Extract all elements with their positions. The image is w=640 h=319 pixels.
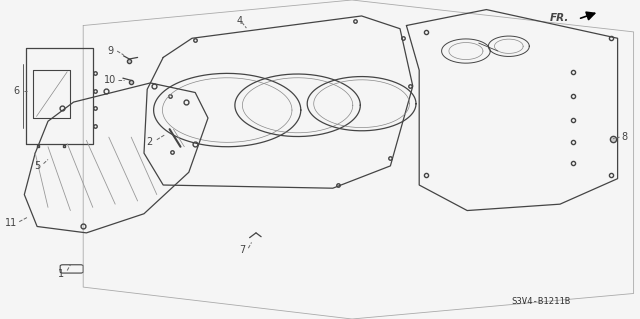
Text: 8: 8 — [621, 132, 627, 142]
Text: FR.: FR. — [550, 12, 570, 23]
Text: 7: 7 — [239, 245, 245, 256]
Text: 6: 6 — [13, 86, 20, 96]
Text: 2: 2 — [146, 137, 152, 147]
Text: S3V4-B1211B: S3V4-B1211B — [511, 297, 570, 306]
Text: 1: 1 — [58, 269, 64, 279]
Text: 4: 4 — [237, 16, 243, 26]
Text: 9: 9 — [107, 46, 113, 56]
Text: 5: 5 — [34, 161, 40, 171]
Text: 10: 10 — [104, 75, 116, 85]
Text: 11: 11 — [5, 218, 18, 228]
